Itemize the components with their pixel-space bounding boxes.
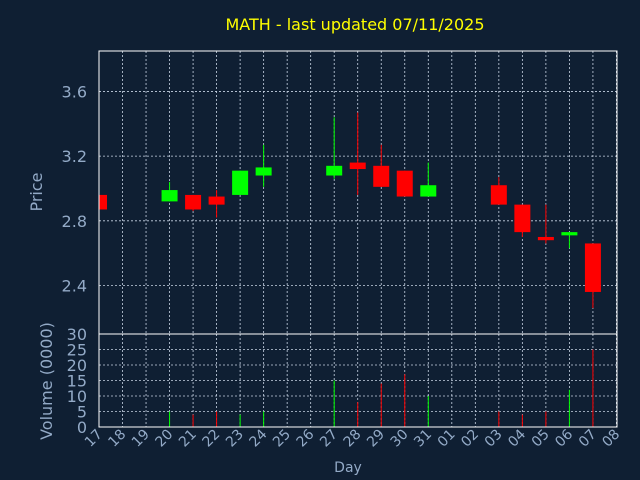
volume-tick-label: 20 [67, 356, 87, 375]
candle-body [208, 196, 225, 205]
candles [98, 112, 601, 309]
candle-body [99, 194, 107, 210]
volume-tick-label: 10 [67, 387, 87, 406]
candle-body [537, 236, 554, 241]
day-axis-label: Day [334, 460, 362, 476]
volume-panel-frame [98, 333, 618, 428]
volume-tick-label: 25 [67, 341, 87, 360]
candle-body [373, 165, 390, 187]
candle-body [396, 170, 413, 197]
candle-body [349, 162, 366, 170]
candle-body [255, 167, 272, 176]
volume-tick-label: 15 [67, 372, 87, 391]
candle-body [161, 190, 178, 202]
candle-body [584, 243, 601, 292]
volume-tick-label: 30 [67, 325, 87, 344]
candle-body [420, 185, 437, 197]
day-axis-ticks: 17 18 19 20 21 22 23 24 25 26 27 28 29 30 31 01 02 03 04 05… [82, 426, 623, 450]
volume-bars [169, 349, 594, 427]
volume-axis-label: Volume (0000) [37, 322, 56, 440]
price-tick-label: 3.2 [62, 147, 87, 166]
price-axis-label: Price [27, 172, 46, 211]
volume-tick-label: 5 [77, 403, 87, 422]
candle-body [232, 170, 249, 195]
candle-body [326, 165, 343, 176]
price-tick-label: 2.8 [62, 212, 87, 231]
chart-title: MATH - last updated 07/11/2025 [225, 15, 484, 34]
volume-tick-label: 0 [77, 418, 87, 437]
price-tick-label: 2.4 [62, 276, 87, 295]
candle-body [490, 185, 507, 205]
price-tick-label: 3.6 [62, 82, 87, 101]
candle-body [185, 194, 202, 210]
price-axis-ticks: 2.4 2.8 3.2 3.6 [62, 82, 87, 295]
candle-body [514, 204, 531, 233]
candle-body [561, 232, 578, 236]
